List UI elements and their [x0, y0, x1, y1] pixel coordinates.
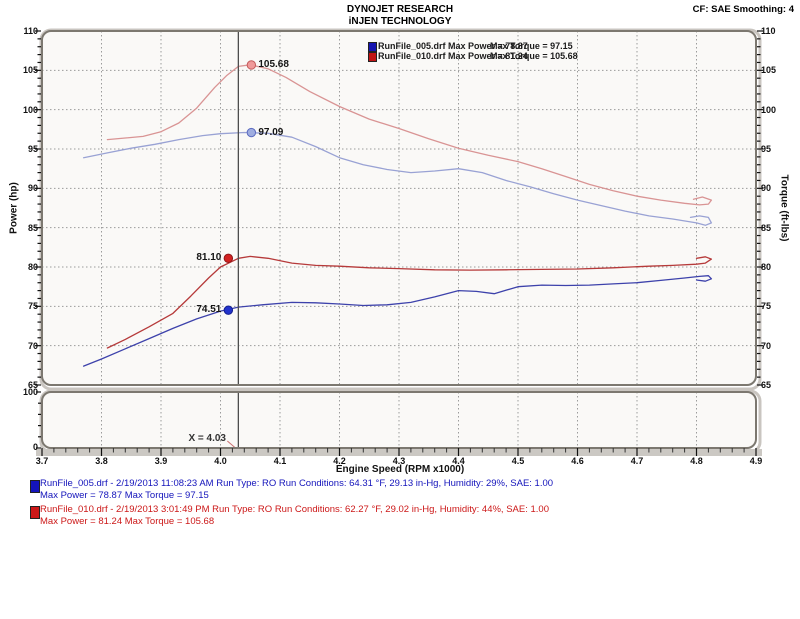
power-axis-tick-label: 75 [27, 301, 38, 312]
power-axis-tick-label: 100 [22, 104, 38, 115]
cursor-x-label: X = 4.03 [188, 433, 226, 444]
torque-axis-tick-label: 110 [761, 26, 776, 36]
runfile-005-drf-power-curve [82, 275, 713, 367]
cursor-marker-value: 81.10 [196, 252, 222, 264]
run2-color-chip [30, 506, 40, 519]
x-axis-tick-label: 4.6 [571, 456, 584, 466]
legend-run1-torque: Max Torque = 97.15 [490, 41, 573, 51]
torque-axis-tick-label: 95 [761, 144, 772, 154]
x-axis-tick-label: 4.2 [333, 456, 346, 466]
run2-maxes-line: Max Power = 81.24 Max Torque = 105.68 [40, 516, 215, 527]
correction-smoothing-label: CF: SAE Smoothing: 4 [692, 4, 794, 15]
cursor-marker-dot [246, 60, 257, 70]
cursor-marker-dot [223, 253, 234, 264]
x-axis-tick-label: 4.5 [511, 456, 525, 466]
plot-frame [41, 30, 757, 386]
x-axis-title: Engine Speed (RPM x1000) [335, 464, 465, 475]
runfile-005-drf-torque-curve [82, 131, 713, 226]
x-axis-tick-label: 4.8 [690, 456, 703, 466]
runfile-010-drf-power-curve [106, 255, 713, 349]
run1-info-line: RunFile_005.drf - 2/19/2013 11:08:23 AM … [40, 478, 554, 489]
power-axis-tick-label: 105 [22, 65, 38, 76]
power-axis-tick-label: 85 [27, 222, 38, 233]
report-title: DYNOJET RESEARCH [346, 4, 454, 15]
torque-axis-tick-label: 105 [761, 65, 777, 76]
x-axis-tick-label: 4.9 [749, 456, 763, 466]
torque-axis-tick-label: 85 [761, 222, 772, 233]
legend-run2-name-power: RunFile_010.drf Max Power = 81.24 [378, 51, 528, 61]
cursor-marker-dot [223, 305, 234, 315]
legend-run2-torque: Max Torque = 105.68 [490, 51, 578, 61]
torque-axis-tick-label: 100 [761, 104, 777, 115]
cursor-marker-value: 105.68 [258, 58, 289, 70]
x-axis-tick-label: 3.8 [95, 456, 108, 466]
torque-axis-title: Torque (ft-lbs) [778, 174, 790, 242]
power-axis-tick-label: 95 [27, 144, 38, 154]
runfile-010-drf-torque-curve [106, 64, 713, 206]
report-subtitle: iNJEN TECHNOLOGY [348, 16, 452, 27]
x-axis-tick-label: 4.1 [273, 456, 287, 466]
x-axis-tick-label: 3.7 [35, 456, 49, 466]
report-header: DYNOJET RESEARCH iNJEN TECHNOLOGY [0, 4, 800, 28]
subpanel-top-tick-label: 100 [22, 387, 38, 397]
x-axis-tick-label: 4.3 [392, 456, 406, 466]
run1-color-chip [30, 480, 40, 493]
power-axis-tick-label: 110 [23, 26, 38, 36]
subpanel-bottom-tick-label: 0 [32, 442, 38, 452]
power-axis-tick-label: 90 [27, 183, 38, 194]
power-axis-tick-label: 70 [27, 340, 38, 351]
x-axis-tick-label: 4.7 [630, 456, 644, 466]
torque-axis-tick-label: 75 [761, 301, 772, 312]
torque-axis-tick-label: 90 [761, 183, 772, 194]
cursor-marker-value: 97.09 [258, 126, 284, 138]
x-axis-tick-label: 4.0 [214, 456, 227, 466]
x-axis-tick-label: 4.4 [452, 456, 465, 466]
legend-chip-run1 [368, 42, 377, 52]
legend-run1-name-power: RunFile_005.drf Max Power = 78.87 [378, 41, 528, 51]
cursor-marker-value: 74.51 [196, 304, 222, 316]
power-axis-title: Power (hp) [8, 182, 20, 234]
torque-axis-tick-label: 65 [761, 380, 772, 390]
power-axis-tick-label: 65 [27, 380, 38, 390]
torque-axis-tick-label: 80 [761, 262, 772, 272]
cursor-marker-dot [246, 127, 257, 138]
run1-maxes-line: Max Power = 78.87 Max Torque = 97.15 [40, 490, 209, 501]
torque-axis-tick-label: 70 [761, 340, 772, 351]
x-axis-tick-label: 3.9 [154, 456, 168, 466]
power-axis-tick-label: 80 [27, 262, 38, 272]
legend-chip-run2 [368, 52, 377, 62]
run2-info-line: RunFile_010.drf - 2/19/2013 3:01:49 PM R… [40, 504, 549, 515]
